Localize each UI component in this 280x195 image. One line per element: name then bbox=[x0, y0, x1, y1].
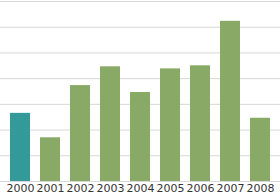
svg-text:2006: 2006 bbox=[187, 182, 215, 195]
svg-text:2002: 2002 bbox=[67, 182, 95, 195]
svg-text:2003: 2003 bbox=[97, 182, 125, 195]
svg-text:2008: 2008 bbox=[247, 182, 275, 195]
svg-text:2000: 2000 bbox=[7, 182, 35, 195]
svg-text:2001: 2001 bbox=[37, 182, 65, 195]
svg-text:2005: 2005 bbox=[157, 182, 185, 195]
svg-text:2007: 2007 bbox=[217, 182, 245, 195]
svg-text:2004: 2004 bbox=[127, 182, 155, 195]
